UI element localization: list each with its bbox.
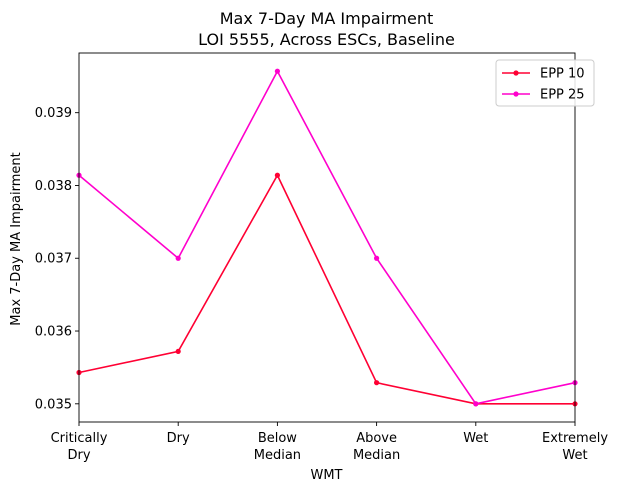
legend-label-1: EPP 10 [540,67,585,82]
series-line-1 [78,173,575,405]
x-tick-label-line: Below [258,431,297,446]
series-2-point-5 [473,401,479,407]
y-tick-label: 0.039 [35,106,72,121]
chart-title-line2: LOI 5555, Across ESCs, Baseline [198,30,455,49]
series-1-point-2 [175,348,181,355]
chart-title-line1: Max 7-Day MA Impairment [220,9,433,28]
y-tick-label: 0.036 [35,325,72,340]
series-1-point-3 [274,172,280,178]
x-tick-label-line: Wet [463,431,488,446]
x-tick-label-line: Median [254,448,301,463]
x-tick-label-line: Dry [67,448,90,463]
series-2-point-3 [274,68,280,74]
y-tick-label: 0.037 [35,252,72,267]
legend-label-2: EPP 25 [540,88,585,103]
plot-area: 0.035 0.036 0.037 0.038 0.039 Critically Dry Dr… [35,52,608,463]
x-tick-label-line: Wet [562,448,587,463]
x-tick-label: Critically Dry [51,431,108,463]
y-axis-label: Max 7-Day MA Impairment [9,152,24,325]
x-tick-label: Wet [463,431,488,446]
x-tick-label-line: Median [353,448,400,463]
x-tick-label: Extremely Wet [542,431,608,463]
plot-frame [78,52,576,423]
x-tick-label-line: Critically [51,431,108,446]
x-tick-label: Dry [167,431,190,446]
x-tick-label-line: Extremely [542,431,608,446]
x-tick-label: Above Median [353,431,400,463]
x-tick-label-line: Above [356,431,397,446]
x-axis-label: WMT [310,468,342,483]
series-2-point-4 [374,255,380,261]
y-tick-label: 0.035 [35,397,72,412]
series-line-2 [78,69,576,405]
y-tick-label: 0.038 [35,179,72,194]
x-tick-label-line: Dry [167,431,190,446]
x-tick-label: Below Median [254,431,301,463]
series-1-point-4 [374,380,380,386]
legend-swatch-marker-2 [513,91,519,97]
legend-swatch-marker-1 [513,70,519,76]
series-2-point-2 [175,255,181,261]
